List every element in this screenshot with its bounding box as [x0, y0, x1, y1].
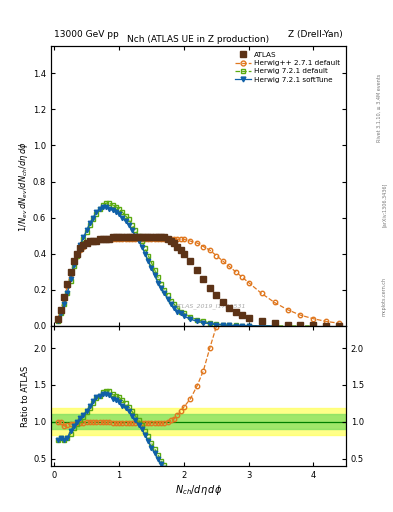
Bar [51, 409, 346, 435]
Text: Rivet 3.1.10, ≥ 3.4M events: Rivet 3.1.10, ≥ 3.4M events [377, 73, 382, 142]
Text: [arXiv:1306.3436]: [arXiv:1306.3436] [382, 183, 387, 227]
Text: mcplots.cern.ch: mcplots.cern.ch [382, 278, 387, 316]
Bar [51, 414, 346, 429]
Text: 13000 GeV pp: 13000 GeV pp [54, 30, 119, 39]
Title: Nch (ATLAS UE in Z production): Nch (ATLAS UE in Z production) [127, 35, 270, 44]
X-axis label: $N_{ch}/d\eta\,d\phi$: $N_{ch}/d\eta\,d\phi$ [175, 482, 222, 497]
Text: Z (Drell-Yan): Z (Drell-Yan) [288, 30, 343, 39]
Text: ATLAS_2019_I1736531: ATLAS_2019_I1736531 [174, 304, 246, 309]
Y-axis label: $1/N_{ev}\,dN_{ev}/dN_{ch}/d\eta\,d\phi$: $1/N_{ev}\,dN_{ev}/dN_{ch}/d\eta\,d\phi$ [17, 140, 30, 231]
Y-axis label: Ratio to ATLAS: Ratio to ATLAS [21, 366, 30, 426]
Legend: ATLAS, Herwig++ 2.7.1 default, Herwig 7.2.1 default, Herwig 7.2.1 softTune: ATLAS, Herwig++ 2.7.1 default, Herwig 7.… [233, 50, 342, 85]
